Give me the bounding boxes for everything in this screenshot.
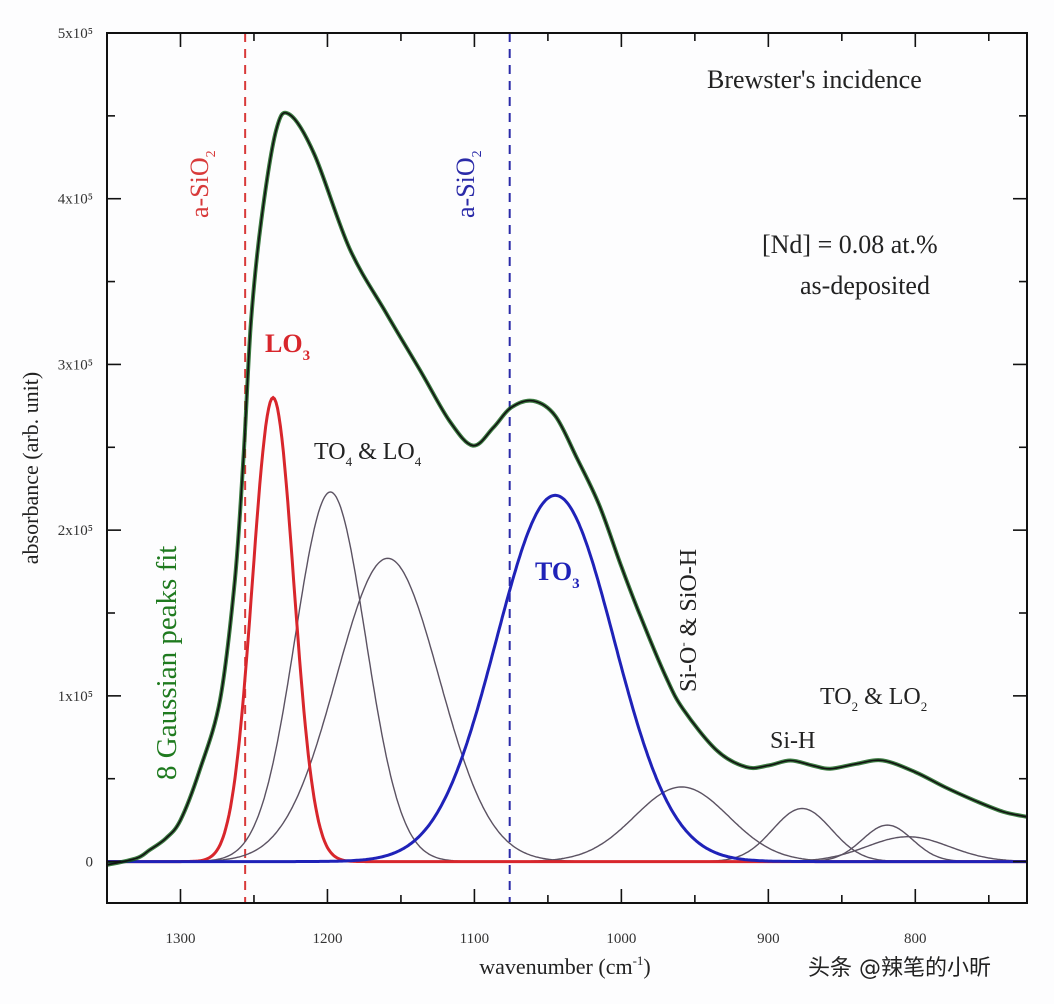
axes <box>106 32 1028 904</box>
x-tick-label: 1300 <box>165 931 195 947</box>
annotation-to3: TO3 <box>535 557 580 592</box>
y-tick-label: 3x10⁵ <box>58 357 93 373</box>
annotation-to4-lo4: TO4 & LO4 <box>314 439 422 469</box>
y-tick-label: 0 <box>86 855 94 871</box>
x-axis-title: wavenumber (cm-1) <box>479 953 651 979</box>
annotation-as-deposited: as-deposited <box>800 271 930 300</box>
watermark: 头条 @辣笔的小昕 <box>808 956 991 981</box>
peak-to3 <box>107 493 1027 864</box>
fit-curve-group <box>106 110 1028 867</box>
annotation-asio2-blue: a-SiO2 <box>451 150 485 218</box>
annotation-fit-label: 8 Gaussian peaks fit <box>151 546 183 780</box>
x-tick-label: 800 <box>904 931 927 947</box>
gaussian-components <box>107 395 1027 864</box>
x-tick-label: 1200 <box>312 931 342 947</box>
annotation-asio2-red: a-SiO2 <box>185 150 219 218</box>
annotation-to2-lo2: TO2 & LO2 <box>820 684 927 714</box>
y-tick-label: 1x10⁵ <box>58 689 93 705</box>
annotation-si-h: Si-H <box>770 728 815 754</box>
plot-frame <box>106 32 1028 904</box>
y-tick-label: 5x10⁵ <box>58 26 93 42</box>
x-tick-label: 1100 <box>460 931 489 947</box>
tick-labels: 1300 1200 1100 1000 900 800 0 1x10⁵ 2x10⁵ 3x10⁵ 4x… <box>58 26 927 947</box>
annotation-lo3: LO3 <box>265 329 310 364</box>
measured-curve <box>106 111 1028 866</box>
y-axis-title: absorbance (arb. unit) <box>18 372 43 564</box>
x-tick-label: 900 <box>757 931 780 947</box>
annotation-brewster: Brewster's incidence <box>707 65 922 94</box>
y-tick-label: 2x10⁵ <box>58 523 93 539</box>
y-tick-label: 4x10⁵ <box>58 192 93 208</box>
annotation-sio-sioh: Si-O- & SiO-H <box>675 549 702 692</box>
reference-lines <box>244 33 511 903</box>
x-tick-label: 1000 <box>606 931 636 947</box>
annotation-nd-concentration: [Nd] = 0.08 at.% <box>762 230 938 259</box>
